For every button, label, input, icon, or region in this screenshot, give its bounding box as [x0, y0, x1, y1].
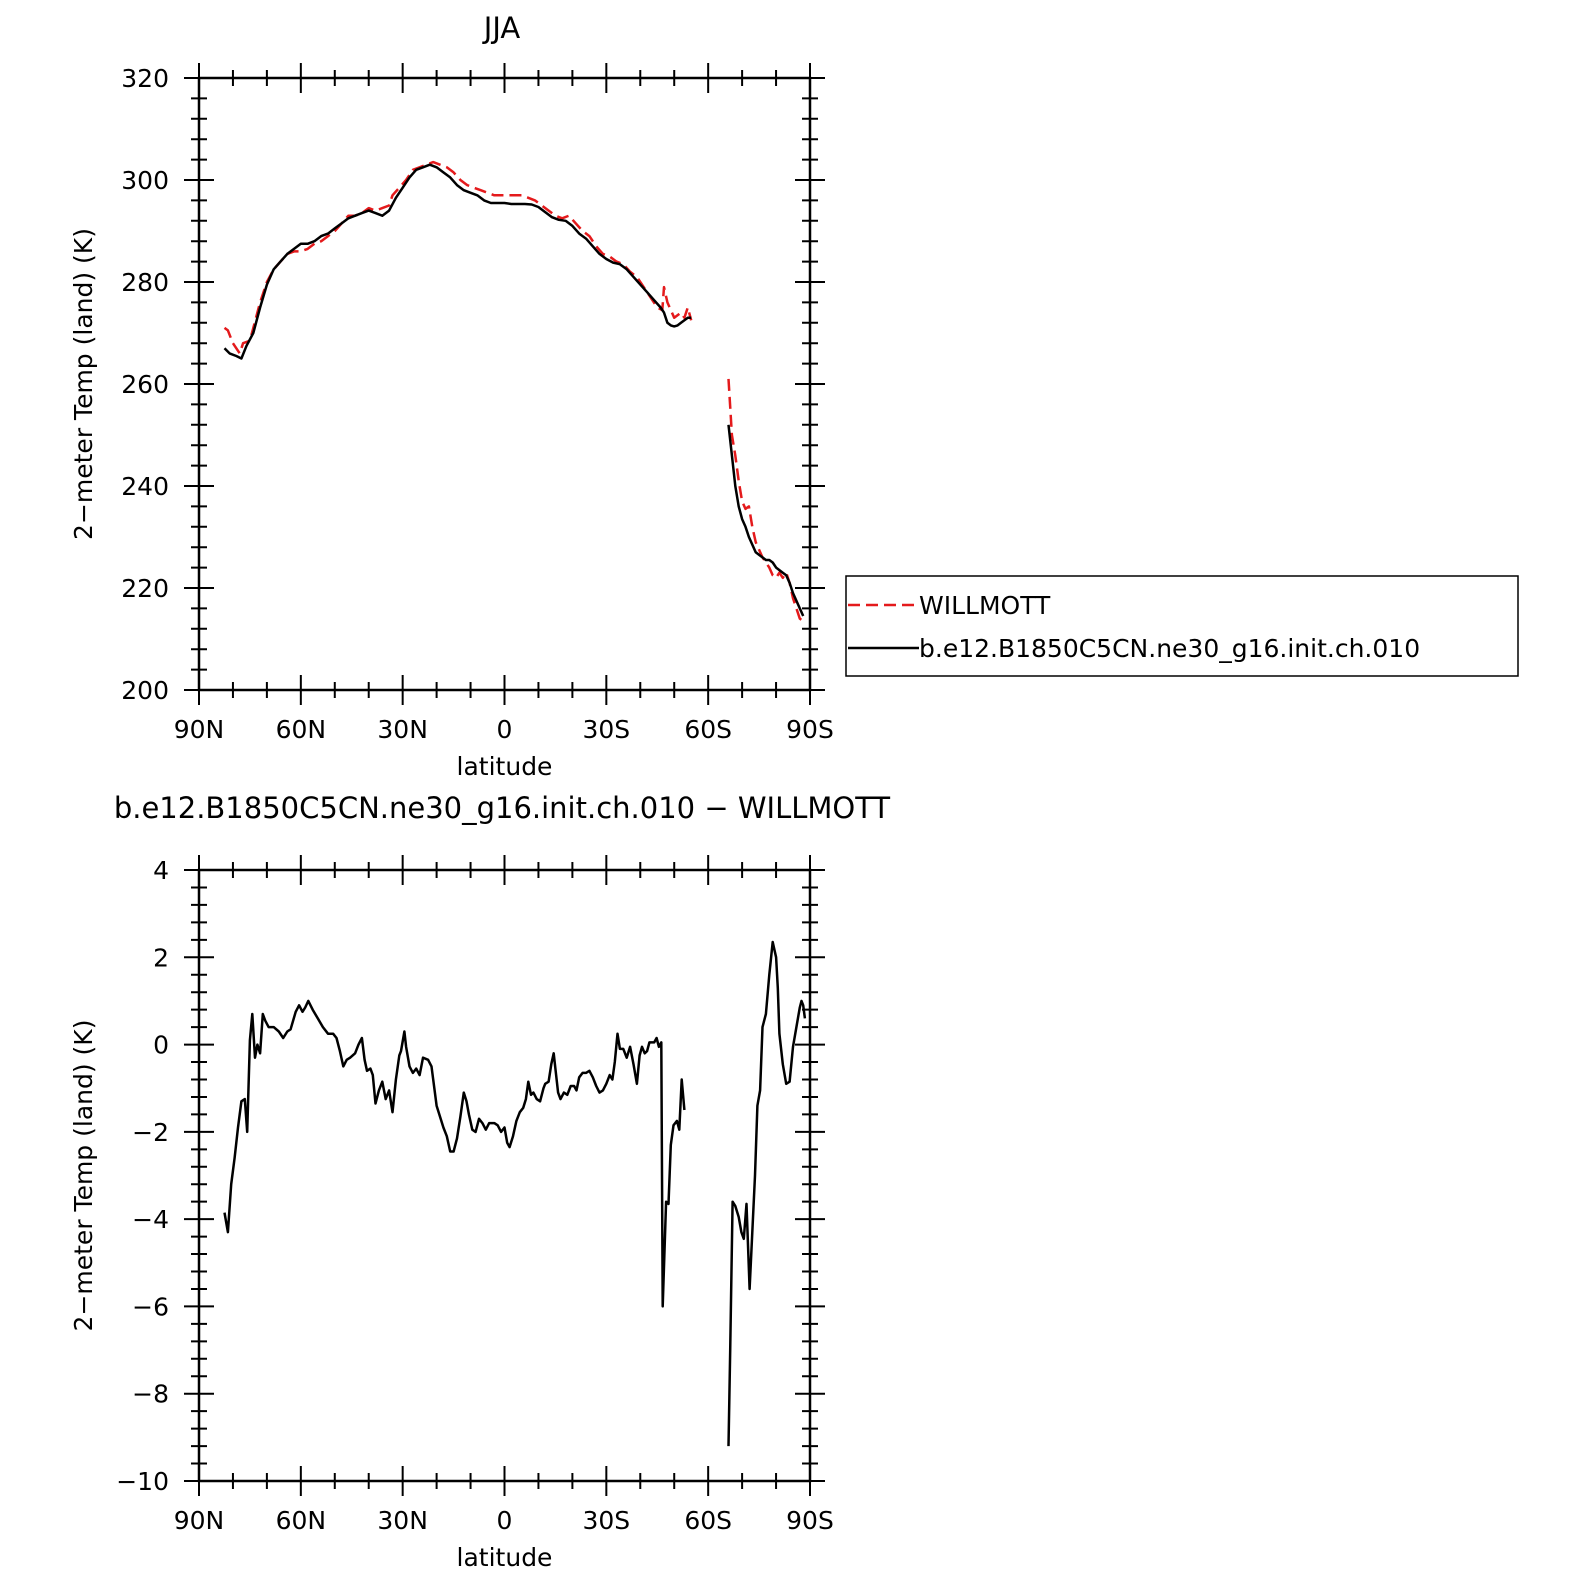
y-tick-label: 300 [121, 166, 169, 195]
x-tick-label: 30N [377, 1506, 428, 1535]
x-tick-label: 90N [174, 1506, 225, 1535]
x-tick-label: 60S [684, 1506, 732, 1535]
y-tick-label: 260 [121, 370, 169, 399]
x-tick-label: 60S [684, 715, 732, 744]
x-tick-label: 90S [786, 1506, 834, 1535]
tick-labels: 90N 60N 30N 0 30S 60S 90S −10 −8 −6 −4 −2 0 2 4 [116, 856, 834, 1535]
y-tick-label: 200 [121, 676, 169, 705]
legend: WILLMOTT b.e12.B1850C5CN.ne30_g16.init.c… [845, 575, 1519, 677]
y-tick-label: 0 [153, 1031, 169, 1060]
y-axis-label: 2−meter Temp (land) (K) [69, 1020, 98, 1332]
series-0-segment-0 [223, 999, 686, 1308]
y-tick-label: 2 [153, 943, 169, 972]
legend-box [845, 575, 1519, 677]
tick-labels: 90N 60N 30N 0 30S 60S 90S 200 220 240 260 280 300 320 [121, 64, 834, 744]
plot-frame [197, 76, 812, 692]
chart-title: JJA [482, 11, 521, 45]
x-tick-label: 30S [582, 1506, 630, 1535]
x-tick-label: 60N [276, 1506, 327, 1535]
series-lines [223, 940, 807, 1447]
tick-marks [184, 855, 825, 1496]
series-lines [223, 160, 805, 623]
y-axis-label: 2−meter Temp (land) (K) [69, 228, 98, 540]
plot-frame [197, 868, 812, 1483]
y-tick-label: 320 [121, 64, 169, 93]
chart-title: b.e12.B1850C5CN.ne30_g16.init.ch.010 − W… [114, 791, 891, 825]
axis-ticks [184, 63, 825, 705]
y-tick-label: −8 [132, 1380, 169, 1409]
series-0-segment-0 [223, 160, 693, 355]
y-tick-label: 280 [121, 268, 169, 297]
x-tick-label: 30S [582, 715, 630, 744]
y-tick-label: −4 [132, 1205, 169, 1234]
series-0-segment-1 [727, 940, 807, 1447]
legend-label-model: b.e12.B1850C5CN.ne30_g16.init.ch.010 [919, 634, 1420, 663]
series-1-segment-0 [223, 163, 692, 360]
y-tick-label: −6 [132, 1292, 169, 1321]
axis-ticks [184, 855, 825, 1496]
y-tick-label: 4 [153, 856, 169, 885]
series-1-segment-1 [727, 424, 805, 617]
x-tick-label: 90S [786, 715, 834, 744]
temperature-chart: JJA 90N 60N 30N 0 30S 60S 90S 200 220 240 260 280 30… [69, 11, 834, 781]
y-tick-label: 240 [121, 472, 169, 501]
x-tick-label: 0 [497, 1506, 513, 1535]
y-tick-label: −10 [116, 1467, 169, 1496]
series-0-segment-1 [727, 378, 804, 623]
y-tick-label: 220 [121, 574, 169, 603]
x-tick-label: 0 [497, 715, 513, 744]
x-tick-label: 60N [276, 715, 327, 744]
x-tick-label: 30N [377, 715, 428, 744]
x-axis-label: latitude [457, 1543, 553, 1569]
x-tick-label: 90N [174, 715, 225, 744]
x-axis-label: latitude [457, 752, 553, 781]
y-tick-label: −2 [132, 1118, 169, 1147]
tick-marks [184, 63, 825, 705]
difference-chart: b.e12.B1850C5CN.ne30_g16.init.ch.010 − W… [69, 791, 890, 1569]
legend-label-willmott: WILLMOTT [919, 591, 1051, 620]
